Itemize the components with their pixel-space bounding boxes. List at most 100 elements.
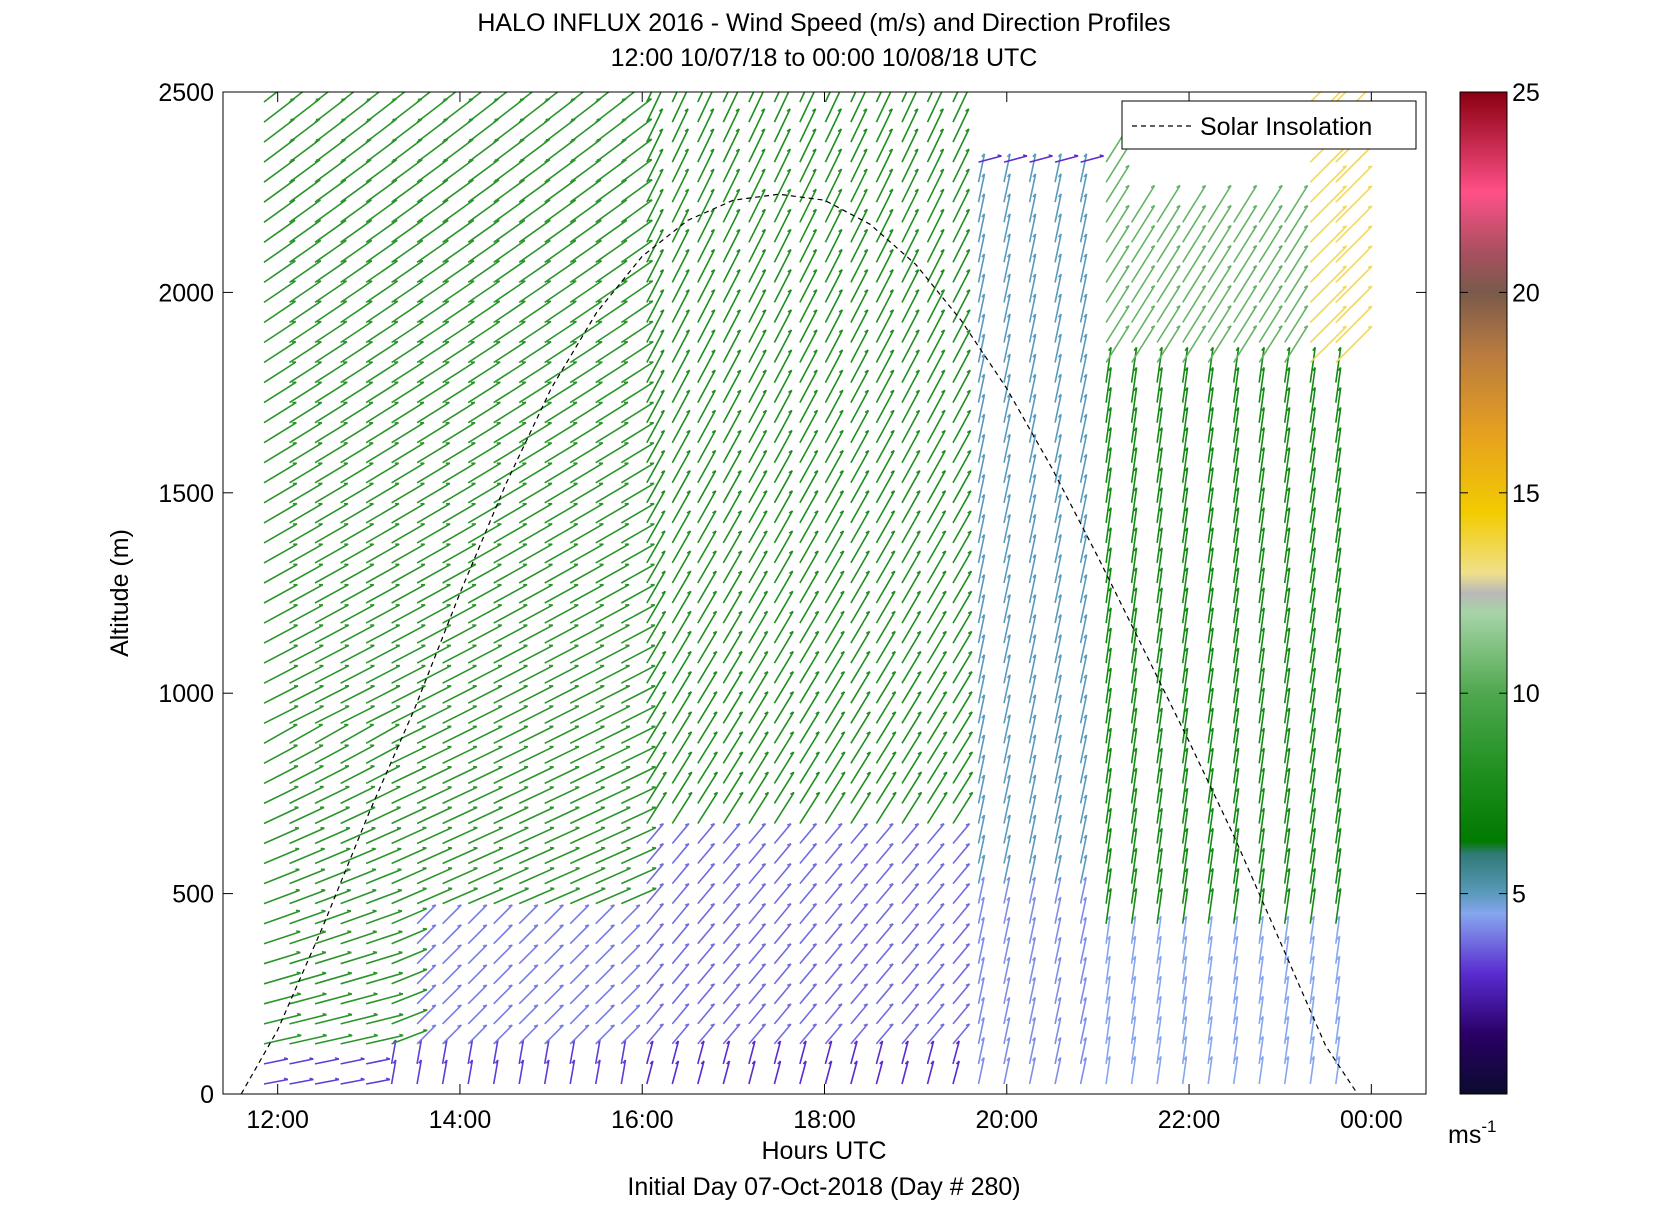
wind-vector	[391, 462, 425, 484]
wind-vector-head	[1031, 896, 1036, 901]
wind-vector-head	[1303, 184, 1309, 189]
wind-vector	[799, 651, 820, 684]
wind-vector	[671, 883, 690, 905]
wind-vector-head	[838, 89, 841, 91]
wind-vector	[620, 300, 654, 324]
wind-vector	[850, 168, 868, 203]
wind-vector-head	[1057, 393, 1062, 398]
wind-vector-head	[966, 289, 971, 293]
wind-vector	[697, 550, 717, 584]
wind-vector-head	[1159, 727, 1163, 732]
wind-vector	[467, 361, 501, 384]
wind-vector-head	[1261, 407, 1265, 412]
wind-vector	[620, 280, 654, 304]
wind-vector	[773, 883, 792, 905]
wind-vector	[595, 583, 630, 604]
wind-vector	[1283, 808, 1291, 844]
wind-vector	[875, 943, 894, 965]
wind-vector-head	[777, 1040, 782, 1045]
wind-vector	[1105, 507, 1112, 544]
wind-vector-head	[1210, 527, 1214, 532]
wind-vector-head	[813, 409, 818, 414]
wind-vector-head	[914, 208, 919, 213]
wind-vector	[977, 334, 986, 363]
wind-vector-head	[1261, 346, 1265, 352]
wind-vector-head	[813, 309, 818, 313]
wind-vector-head	[1157, 1056, 1162, 1061]
wind-vector	[1207, 265, 1232, 303]
wind-vector	[1079, 253, 1088, 283]
wind-vector	[1232, 667, 1240, 704]
wind-vector-head	[1006, 1037, 1011, 1042]
wind-vector-head	[965, 983, 970, 987]
wind-vector	[391, 361, 425, 384]
wind-vector	[1335, 165, 1373, 203]
wind-vector	[416, 685, 452, 704]
wind-vector-head	[1006, 674, 1011, 679]
wind-vector-head	[392, 1059, 397, 1064]
wind-vector	[595, 624, 630, 644]
wind-vector	[1079, 714, 1088, 744]
wind-vector	[493, 786, 529, 805]
wind-vector-head	[863, 128, 868, 132]
wind-vector	[875, 510, 896, 544]
wind-vector-head	[584, 944, 590, 947]
wind-vector	[850, 510, 870, 544]
wind-vector-head	[1133, 527, 1138, 532]
wind-vector-head	[1108, 487, 1112, 492]
wind-vector	[314, 239, 347, 263]
wind-vector	[595, 482, 629, 504]
wind-vector	[875, 530, 896, 564]
wind-vector-head	[968, 791, 974, 796]
wind-vector	[646, 92, 653, 103]
wind-vector	[850, 470, 870, 504]
wind-vector-head	[1337, 487, 1342, 492]
wind-vector-head	[1032, 594, 1037, 599]
wind-vector-head	[888, 168, 894, 173]
wind-vector	[850, 883, 869, 905]
wind-vector	[1003, 514, 1011, 544]
wind-vector	[263, 583, 298, 604]
wind-vector-head	[1159, 607, 1163, 612]
wind-vector-head	[457, 944, 462, 947]
wind-vector	[977, 494, 986, 524]
wind-vector	[314, 951, 352, 965]
wind-vector-head	[1235, 687, 1240, 692]
wind-vector	[289, 442, 323, 464]
wind-vector	[697, 631, 718, 664]
wind-vector-head	[940, 1023, 945, 1027]
wind-vector	[722, 430, 742, 464]
wind-vector-head	[1032, 534, 1037, 539]
wind-vector-head	[661, 650, 667, 655]
wind-vector	[365, 320, 399, 344]
wind-vector	[289, 523, 323, 544]
wind-vector-head	[889, 228, 894, 233]
wind-vector	[518, 462, 553, 484]
wind-vector-head	[1252, 204, 1257, 209]
y-axis-label: Altitude (m)	[106, 529, 134, 657]
wind-vector	[416, 543, 451, 564]
wind-vector	[722, 903, 741, 925]
wind-vector	[748, 1023, 767, 1045]
wind-vector-head	[347, 971, 352, 974]
wind-vector-head	[1286, 507, 1291, 512]
wind-vector	[365, 219, 398, 243]
wind-vector-head	[761, 983, 766, 987]
wind-vector	[748, 883, 767, 905]
wind-vector-head	[812, 89, 815, 91]
wind-vector	[722, 369, 742, 403]
wind-vector	[263, 442, 298, 464]
wind-vector-head	[372, 950, 378, 954]
wind-vector	[569, 924, 590, 945]
wind-vector-head	[1235, 667, 1240, 672]
wind-vector-head	[966, 409, 972, 414]
wind-vector-head	[981, 594, 986, 599]
wind-vector-head	[814, 590, 819, 595]
wind-vector	[824, 188, 843, 223]
wind-vector-head	[879, 1060, 884, 1065]
wind-vector	[518, 1004, 539, 1025]
wind-vector	[1283, 427, 1291, 463]
wind-vector-head	[1057, 936, 1062, 941]
wind-vector	[595, 199, 628, 223]
wind-vector-head	[1252, 245, 1257, 249]
